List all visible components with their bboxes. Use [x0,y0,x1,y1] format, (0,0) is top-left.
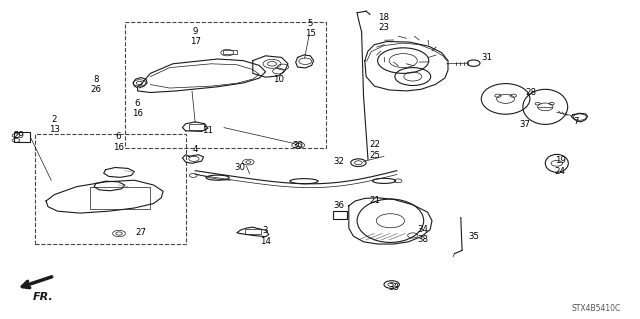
Text: 37: 37 [519,120,531,129]
Text: 5
15: 5 15 [305,19,316,38]
Text: 29: 29 [14,131,24,140]
Text: 10: 10 [273,75,284,84]
Bar [333,211,347,219]
Text: 22
25: 22 25 [369,140,380,160]
Bar [14,132,30,142]
Bar [245,229,261,234]
Text: 35: 35 [468,232,479,241]
Bar [35,134,186,244]
Text: 3
14: 3 14 [260,226,271,246]
Text: 11: 11 [202,126,214,135]
Text: 30: 30 [234,163,246,172]
Text: 18
23: 18 23 [378,13,390,32]
Text: 34
38: 34 38 [417,225,428,244]
Text: 6
16: 6 16 [132,99,143,118]
Bar [90,187,150,209]
Text: 9
17: 9 17 [189,27,201,46]
Text: 30: 30 [292,141,303,150]
Text: 21: 21 [369,197,380,205]
Text: 27: 27 [135,228,147,237]
Text: 32: 32 [333,157,345,166]
Text: 8
26: 8 26 [90,75,102,94]
Text: 2
13: 2 13 [49,115,60,134]
Text: 36: 36 [333,201,345,210]
Text: 7: 7 [573,117,579,126]
Text: 6
16: 6 16 [113,132,124,152]
Text: 31: 31 [481,53,492,62]
Bar [223,50,237,54]
Bar [189,124,204,130]
Text: 28: 28 [525,88,537,97]
Text: 4: 4 [193,145,198,154]
Text: STX4B5410C: STX4B5410C [572,304,621,313]
Text: 33: 33 [388,283,399,292]
Text: FR.: FR. [33,292,54,302]
Text: 19
24: 19 24 [554,156,566,175]
Bar [125,22,326,148]
